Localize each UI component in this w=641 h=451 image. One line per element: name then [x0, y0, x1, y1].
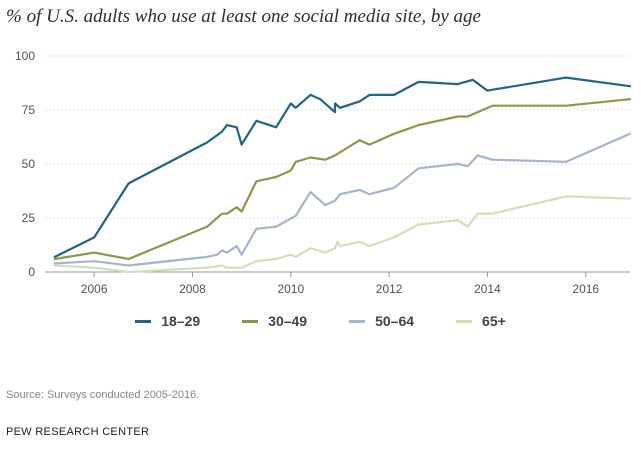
y-tick-label: 75: [22, 103, 36, 117]
y-tick-label: 100: [15, 49, 35, 63]
source-note: Source: Surveys conducted 2005-2016.: [6, 389, 200, 401]
series-line-30-49: [53, 98, 632, 261]
series-line-18-29: [53, 76, 632, 258]
series-line-50-64: [53, 132, 632, 267]
legend-swatch: [135, 319, 152, 323]
legend-item-65-plus: 65+: [456, 313, 506, 329]
series-lines: [53, 76, 632, 274]
legend-label: 18–29: [161, 313, 201, 329]
y-tick-label: 25: [22, 211, 36, 225]
x-axis-ticks: 2006 2008 2010 2012 2014 2016: [81, 272, 599, 296]
y-axis-ticks: 0 25 50 75 100: [15, 49, 35, 279]
x-tick-label: 2012: [376, 282, 403, 296]
y-tick-label: 0: [28, 265, 35, 279]
legend-label: 30–49: [268, 313, 308, 329]
chart-title: % of U.S. adults who use at least one so…: [6, 6, 481, 27]
x-tick-label: 2010: [277, 282, 304, 296]
legend-swatch: [349, 319, 366, 323]
legend-swatch: [242, 319, 259, 323]
x-tick-label: 2008: [179, 282, 206, 296]
legend-swatch: [456, 319, 473, 323]
x-tick-label: 2014: [474, 282, 501, 296]
line-chart: 0 25 50 75 100 2006 2008 2010 2012 2014 2016: [15, 49, 632, 296]
legend-item-30-49: 30–49: [242, 313, 307, 329]
y-tick-label: 50: [22, 157, 36, 171]
series-line-65-plus: [53, 195, 632, 274]
legend-label: 65+: [482, 313, 506, 329]
legend-item-50-64: 50–64: [349, 313, 414, 329]
legend-item-18-29: 18–29: [135, 313, 200, 329]
organization-credit: PEW RESEARCH CENTER: [6, 426, 150, 438]
legend-label: 50–64: [375, 313, 415, 329]
gridlines: [45, 55, 630, 273]
x-tick-label: 2006: [81, 282, 108, 296]
x-tick-label: 2016: [572, 282, 599, 296]
legend: 18–29 30–49 50–64 65+: [0, 313, 641, 329]
